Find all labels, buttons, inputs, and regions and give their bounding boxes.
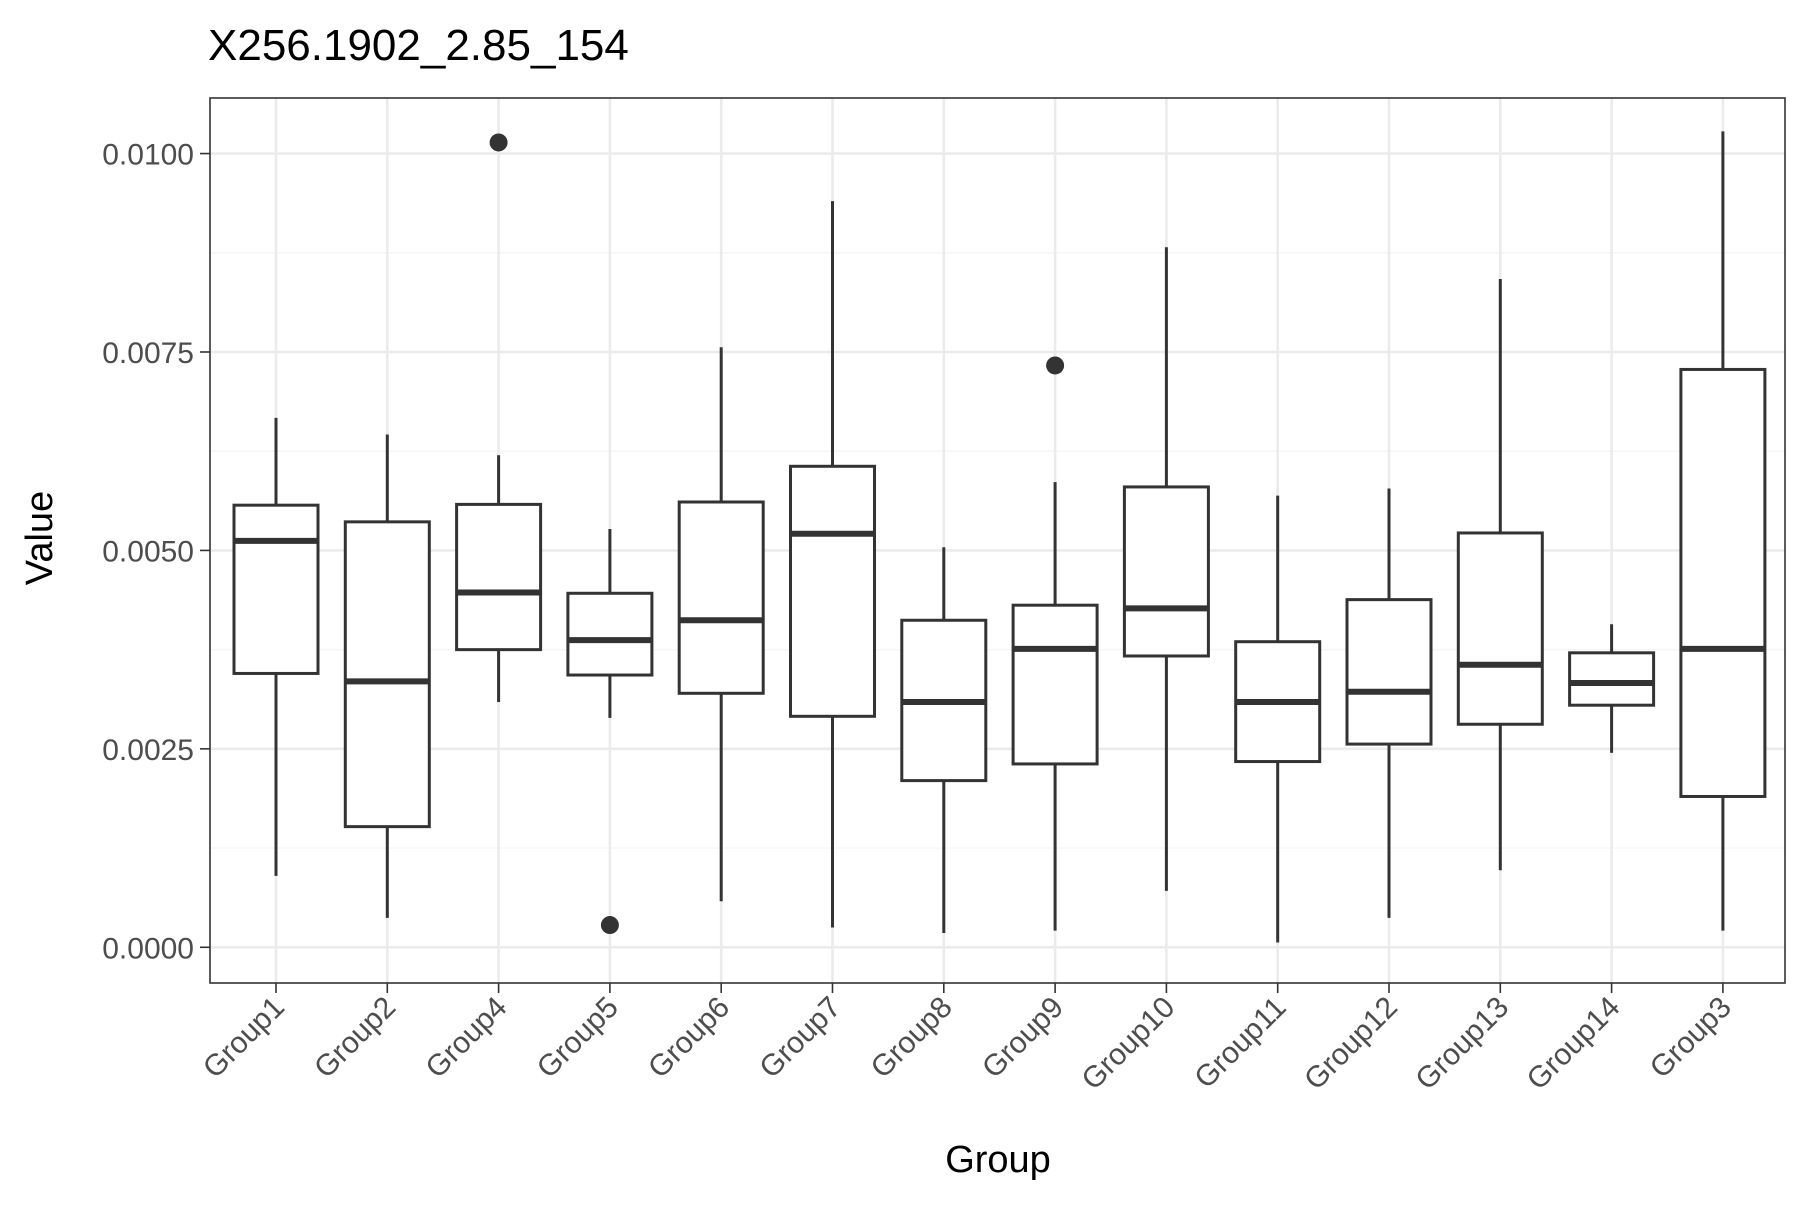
iqr-box (1345, 598, 1433, 746)
x-tick-label: Group6 (642, 991, 736, 1085)
x-tick-label: Group8 (865, 991, 959, 1085)
box-group1 (232, 417, 320, 876)
x-tick-label: Group10 (1075, 991, 1181, 1097)
box-group10 (1122, 247, 1210, 891)
iqr-box (455, 502, 543, 652)
box-group6 (677, 347, 765, 902)
y-tick-label: 0.0025 (102, 734, 194, 767)
iqr-box (1679, 367, 1767, 798)
box-group3 (1679, 131, 1767, 931)
x-tick-label: Group5 (531, 991, 625, 1085)
iqr-box (343, 520, 431, 829)
box-layer (232, 131, 1767, 943)
box-group8 (900, 547, 988, 933)
box-group11 (1234, 495, 1322, 943)
grid-lines (210, 98, 1785, 983)
x-tick-label: Group7 (753, 991, 847, 1085)
box-group4 (455, 133, 543, 703)
x-tick-label: Group3 (1644, 991, 1738, 1085)
x-tick-label: Group13 (1409, 991, 1515, 1097)
box-group14 (1568, 624, 1656, 753)
y-axis: 0.0000 0.0025 0.0050 0.0075 0.0100 (102, 139, 210, 965)
box-group2 (343, 434, 431, 918)
iqr-box (789, 464, 876, 718)
iqr-box (1011, 603, 1099, 766)
outlier-point (1046, 356, 1065, 375)
chart-title: X256.1902_2.85_154 (208, 21, 629, 70)
y-tick-label: 0.0100 (102, 139, 194, 172)
iqr-box (1456, 531, 1544, 726)
iqr-box (677, 500, 765, 695)
x-tick-label: Group11 (1188, 991, 1292, 1095)
outlier-point (489, 133, 508, 152)
y-axis-title: Value (19, 491, 61, 585)
box-group12 (1345, 488, 1433, 918)
y-tick-label: 0.0050 (102, 535, 194, 568)
x-tick-label: Group4 (419, 991, 513, 1085)
x-axis: Group1 Group2 Group4 Group5 Group6 Group7 Grou… (197, 983, 1738, 1097)
panel-border (209, 97, 1786, 984)
iqr-box (232, 503, 320, 675)
x-axis-title: Group (945, 1139, 1051, 1181)
x-tick-label: Group12 (1298, 991, 1404, 1097)
x-tick-label: Group14 (1521, 991, 1627, 1097)
y-tick-label: 0.0075 (102, 337, 194, 370)
iqr-box (1568, 651, 1656, 707)
box-group5 (566, 528, 654, 935)
outlier-point (600, 916, 619, 935)
y-tick-label: 0.0000 (102, 932, 194, 965)
iqr-box (566, 591, 654, 677)
box-group9 (1011, 356, 1099, 931)
iqr-box (1122, 485, 1210, 658)
box-group7 (789, 201, 876, 928)
x-tick-label: Group2 (308, 991, 402, 1085)
x-tick-label: Group1 (197, 991, 291, 1085)
box-group13 (1456, 278, 1544, 871)
x-tick-label: Group9 (976, 991, 1070, 1085)
